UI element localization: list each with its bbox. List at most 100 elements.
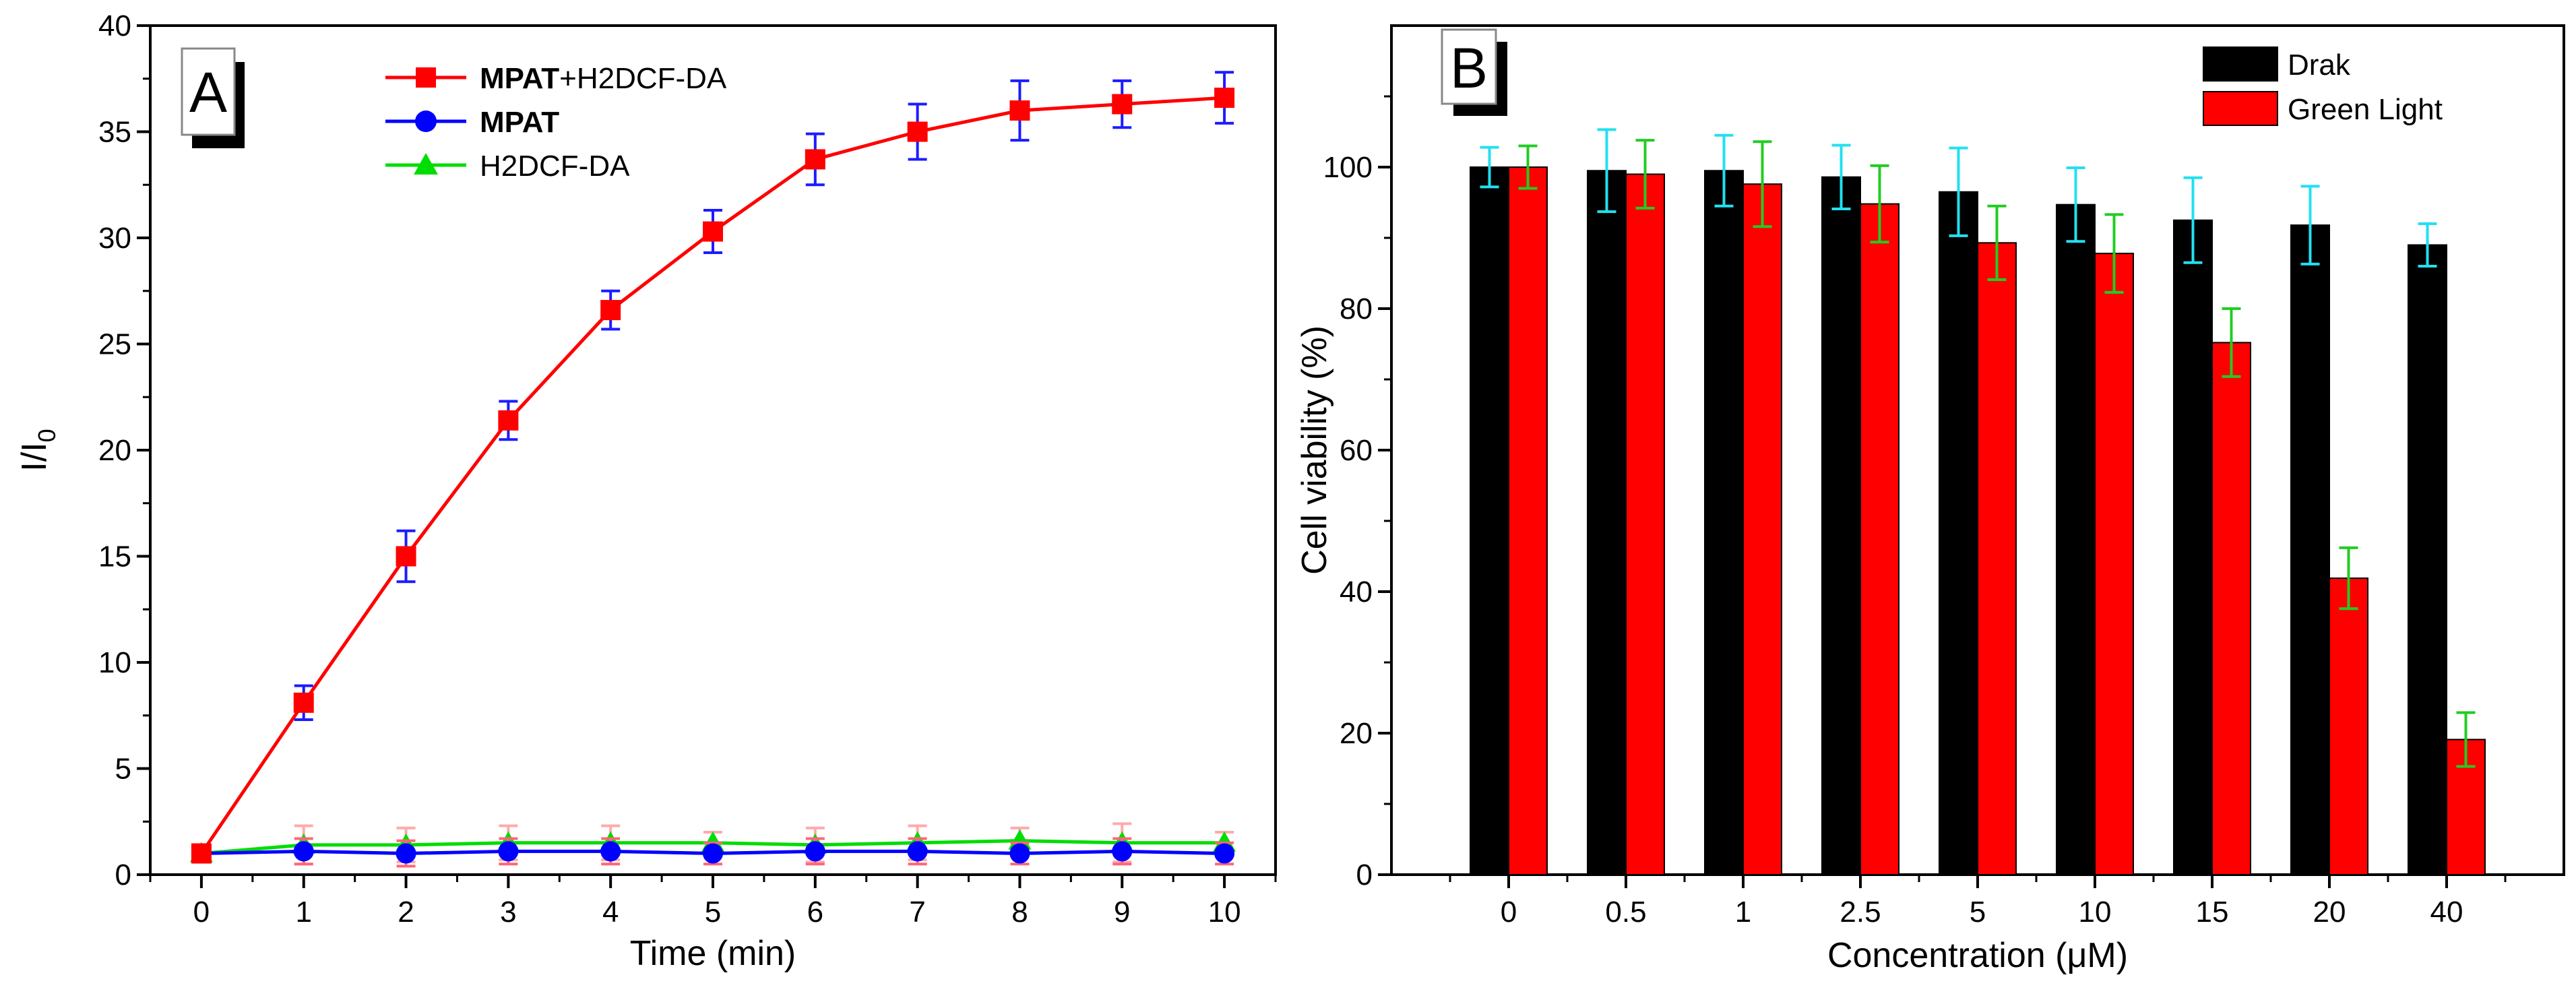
panel-a-y-tick-label: 40 [98,9,131,42]
panel-b-bar-green-light [1742,183,1782,876]
panel-a-y-axis: 0 5 10 15 20 25 30 35 40 [98,9,150,892]
panel-a-data-point [1112,94,1133,115]
panel-b-x-tick-label: 40 [2430,896,2463,929]
panel-a-x-axis: 0 1 2 3 4 5 6 7 8 9 10 [149,875,1277,929]
panel-a-legend: MPAT+H2DCF-DA MPAT H2DCF-DA [385,62,727,183]
panel-a-data-point [805,149,825,170]
panel-b-bars [1470,128,2486,876]
panel-a-y-tick-label: 35 [98,116,131,149]
panel-b-bar-green-light [1508,166,1548,875]
panel-b-x-tick-label: 10 [2079,896,2112,929]
panel-b-bar-green-light [2329,577,2368,875]
panel-b-bar-dark [1821,176,1861,876]
panel-a-x-tick-label: 5 [705,896,721,929]
panel-a-data-point [1214,843,1235,864]
panel-b-label-box [1441,28,1497,105]
panel-b-x-tick-label: 0 [1501,896,1517,929]
panel-a-data-point [600,841,621,862]
panel-b-x-tick-label: 15 [2196,896,2229,929]
panel-b-x-axis-title: Concentration (μM) [1827,936,2128,975]
panel-a-x-tick-label: 3 [500,896,516,929]
panel-b-y-tick-label: 40 [1340,575,1373,608]
panel-a-y-tick-label: 15 [98,540,131,573]
panel-a-line-chart: 0 5 10 15 20 25 30 35 40 0 1 2 3 4 5 6 7 8 9 10 A MPAT+H2D… [15,9,1277,973]
panel-a-data-point [703,843,723,864]
panel-b-x-tick-label: 2.5 [1840,896,1881,929]
panel-b-bar-green-light [2211,342,2251,875]
panel-b-x-tick-label: 1 [1735,896,1751,929]
panel-b-y-tick-label: 80 [1340,292,1373,325]
panel-a-data-point [498,410,519,431]
panel-a-x-tick-label: 7 [909,896,925,929]
panel-a-data-point [1112,841,1133,862]
panel-b-y-axis: 0 20 40 60 80 100 [1323,95,1391,892]
panel-b-bar-green-light [1625,173,1665,875]
panel-a-y-tick-label: 5 [115,753,131,786]
panel-a-data-point [191,843,212,864]
panel-a-data-point [1009,843,1030,864]
legend-a-marker-3 [414,153,438,175]
panel-a-x-tick-label: 8 [1011,896,1028,929]
panel-b-x-tick-label: 5 [1970,896,1986,929]
panel-b-y-axis-title: Cell viability (%) [1295,325,1334,575]
panel-a-series [189,71,1236,868]
panel-a-data-point [498,841,519,862]
panel-a-data-point [1214,88,1235,108]
legend-b-label-1: Drak [2288,49,2351,82]
panel-a-y-tick-label: 30 [98,222,131,255]
panel-b-x-tick-label: 20 [2313,896,2346,929]
panel-a-data-point [396,546,416,567]
panel-b-bar-dark [1939,191,1978,875]
panel-a-y-tick-label: 10 [98,646,131,679]
panel-a-x-tick-label: 6 [807,896,823,929]
legend-a-label-2: MPAT [480,106,559,139]
panel-a-x-tick-label: 0 [193,896,210,929]
legend-a-marker-1 [416,67,436,88]
legend-b-swatch-1 [2203,46,2278,82]
panel-b-bar-chart: 0 20 40 60 80 100 0 0.5 1 2.5 5 10 15 20 40 B Drak Gr… [1295,24,2565,975]
panel-a-x-tick-label: 1 [295,896,311,929]
panel-a-x-tick-label: 4 [602,896,619,929]
panel-a-data-point [805,841,825,862]
legend-a-label-3: H2DCF-DA [480,150,630,183]
panel-a-data-point [703,221,723,242]
panel-b-y-tick-label: 100 [1323,151,1373,184]
panel-b-bar-dark [2290,224,2330,876]
panel-b-bar-green-light [2094,253,2134,876]
panel-b-x-tick-label: 0.5 [1605,896,1646,929]
panel-b-legend: Drak Green Light [2203,46,2443,126]
panel-a-y-tick-label: 20 [98,434,131,467]
panel-a-x-tick-label: 10 [1208,896,1241,929]
panel-a-data-point [907,121,928,142]
legend-b-label-2: Green Light [2288,93,2443,126]
panel-a-y-tick-label: 0 [115,858,131,892]
legend-b-swatch-2 [2203,91,2278,126]
panel-a-data-point [293,692,314,713]
panel-b-bar-dark [2408,244,2447,875]
panel-a-y-axis-title: I/I0 [15,429,61,471]
panel-b-bar-dark [1704,170,1744,875]
panel-a-x-axis-title: Time (min) [630,934,796,973]
panel-b-bar-dark [1470,166,1509,875]
panel-a-data-point [293,841,314,862]
panel-a-y-tick-label: 25 [98,328,131,361]
panel-a-data-point [600,300,621,321]
panel-a-x-tick-label: 9 [1114,896,1130,929]
panel-a-data-point [907,841,928,862]
panel-b-bar-green-light [1860,203,1899,876]
panel-a-data-point [1009,100,1030,121]
panel-b-bar-green-light [1977,242,2017,876]
panel-b-y-tick-label: 60 [1340,434,1373,467]
panel-b-y-tick-label: 20 [1340,717,1373,750]
panel-a-label-box [181,47,236,136]
panel-b-label: B [1450,36,1488,100]
panel-b-x-axis: 0 0.5 1 2.5 5 10 15 20 40 [1449,875,2507,929]
panel-b-y-tick-label: 0 [1356,858,1373,892]
panel-a-label: A [189,61,227,124]
panel-a-plot-frame [149,24,1277,876]
panel-b-bar-dark [1587,170,1627,875]
legend-a-marker-2 [415,111,437,132]
panel-b-bar-dark [2056,204,2096,875]
panel-a-data-point [396,843,416,864]
